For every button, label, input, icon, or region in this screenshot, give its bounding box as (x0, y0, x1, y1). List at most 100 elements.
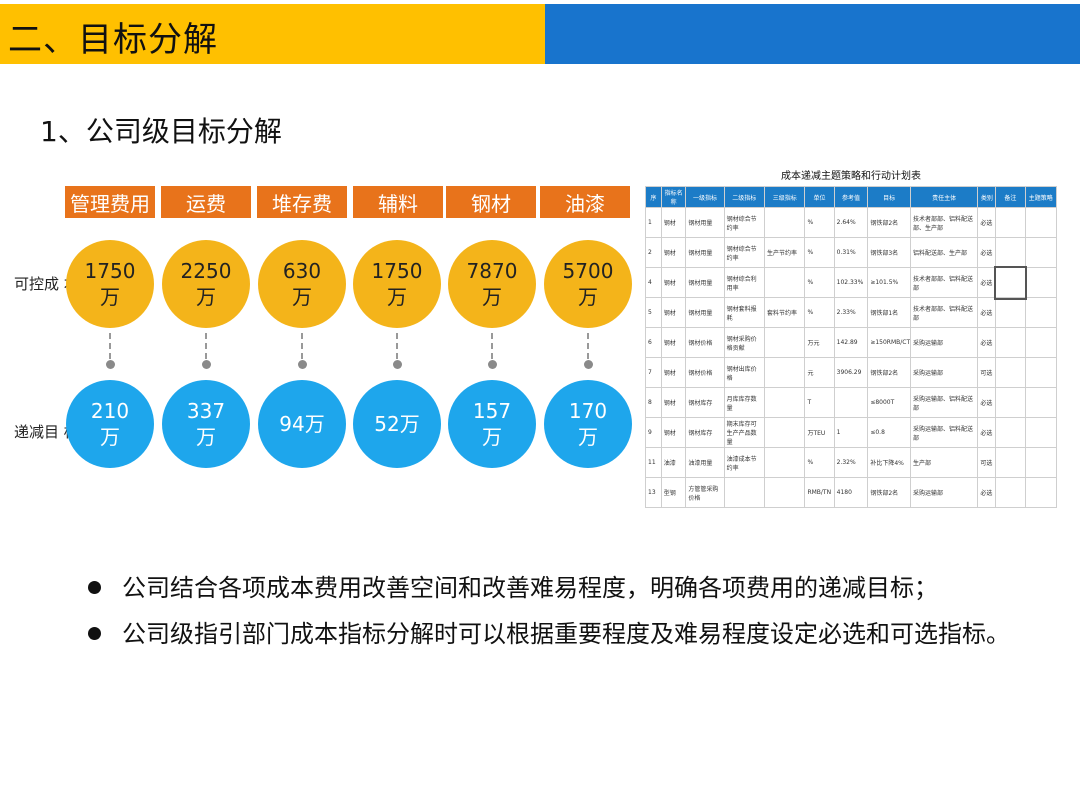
table-cell: 1 (645, 207, 662, 238)
table-cell (764, 387, 806, 418)
table-cell: 钢材用量 (685, 207, 725, 238)
table-cell: 钢材价格 (685, 327, 725, 358)
table-header-cell: 备注 (995, 186, 1026, 208)
table-cell: 钢材 (660, 327, 687, 358)
table-header-cell: 序 (645, 186, 662, 208)
table-cell: 142.89 (833, 327, 869, 358)
table-row: 8 钢材 钢材库存 月库库存数量 T ≤8000T 采购运输部、铝料配送部 必选 (645, 387, 1057, 418)
connector-dot (393, 360, 402, 369)
connector-dash (109, 333, 111, 359)
table-cell (1024, 327, 1057, 358)
table-cell: 钢材 (660, 207, 687, 238)
table-cell: 2.33% (833, 297, 869, 328)
connector-dot (106, 360, 115, 369)
table-header-cell: 责任主体 (909, 186, 979, 208)
table-header-cell: 参考值 (833, 186, 869, 208)
table-header-cell: 三级指标 (764, 186, 806, 208)
table-cell: 钢铁部2名 (867, 357, 911, 388)
table-cell: 钢材综合利用率 (723, 267, 766, 298)
bullet-item: 公司结合各项成本费用改善空间和改善难易程度，明确各项费用的递减目标； (88, 565, 1048, 611)
row-label-controllable: 可控成 本 (14, 275, 79, 293)
table-cell (1024, 417, 1057, 448)
table-cell (995, 387, 1026, 418)
table-cell: 3906.29 (833, 357, 869, 388)
table-body: 1 钢材 钢材用量 钢材综合节约率% 2.64% 钢铁部2名 技术者部部、铝料配送部、生产部… (645, 207, 1057, 508)
table-cell: 钢材出库价格 (723, 357, 766, 388)
table-cell (995, 237, 1026, 268)
connector-dash (301, 333, 303, 359)
table-cell (764, 357, 806, 388)
table-cell: 钢材价格 (685, 357, 725, 388)
table-cell: ≥150RMB/CTEU (867, 327, 911, 358)
connector-dot (202, 360, 211, 369)
connector-dot (298, 360, 307, 369)
table-cell: 月库库存数量 (723, 387, 766, 418)
controllable-cost-circle: 2250 万 (162, 240, 250, 328)
reduction-target-circle: 157 万 (448, 380, 536, 468)
header-blue-band (545, 4, 1080, 64)
table-cell: 生产部 (909, 447, 979, 478)
page-title: 二、目标分解 (8, 20, 218, 60)
table-cell: 补比下降4% (867, 447, 911, 478)
table-cell: % (804, 237, 835, 268)
controllable-cost-circle: 1750 万 (66, 240, 154, 328)
table-cell: 8 (645, 387, 662, 418)
table-cell: 可选 (977, 357, 997, 388)
table-cell: 元 (804, 357, 835, 388)
table-cell: 钢材套料报耗 (723, 297, 766, 328)
category-tag: 钢材 (446, 186, 536, 218)
table-cell: 4 (645, 267, 662, 298)
table-cell: 必选 (977, 267, 997, 298)
bullet-text: 公司结合各项成本费用改善空间和改善难易程度，明确各项费用的递减目标； (122, 574, 938, 602)
table-cell: 102.33% (833, 267, 869, 298)
table-cell: 必选 (977, 327, 997, 358)
table-cell: T (804, 387, 835, 418)
reduction-target-circle: 210 万 (66, 380, 154, 468)
bullet-dot (88, 581, 101, 594)
table-cell: 5 (645, 297, 662, 328)
table-cell: ≥101.5% (867, 267, 911, 298)
category-tag: 辅料 (353, 186, 443, 218)
table-cell: 钢铁部1名 (867, 297, 911, 328)
table-cell: 采购运输部、铝料配送部 (909, 387, 979, 418)
table-cell: ≤0.8 (867, 417, 911, 448)
table-cell (1024, 387, 1057, 418)
table-cell (1024, 237, 1057, 268)
connector-dash (587, 333, 589, 359)
table-row: 7 钢材 钢材价格 钢材出库价格 元 3906.29 钢铁部2名 采购运输部 可选 (645, 357, 1057, 388)
table-cell: % (804, 447, 835, 478)
table-cell: 0.31% (833, 237, 869, 268)
table-header-cell: 主题策略 (1024, 186, 1057, 208)
table-cell (1024, 207, 1057, 238)
table-cell (995, 207, 1026, 238)
table-cell: 万TEU (804, 417, 835, 448)
table-cell: 2 (645, 237, 662, 268)
reduction-target-circle: 170 万 (544, 380, 632, 468)
table-cell: 钢材 (660, 267, 687, 298)
table-cell: 钢材 (660, 237, 687, 268)
table-cell: 钢材用量 (685, 267, 725, 298)
header-yellow-band (0, 4, 545, 64)
table-header-cell: 二级指标 (723, 186, 766, 208)
table-cell: 钢材 (660, 297, 687, 328)
category-tag: 管理费用 (65, 186, 155, 218)
table-cell (995, 357, 1026, 388)
bullet-list: 公司结合各项成本费用改善空间和改善难易程度，明确各项费用的递减目标； 公司级指引… (88, 565, 1048, 657)
table-cell: 4180 (833, 477, 869, 508)
row-label-reduction: 递减目 标 (14, 423, 79, 441)
table-cell (995, 417, 1026, 448)
table-cell (995, 327, 1026, 358)
table-cell: 钢铁部3名 (867, 237, 911, 268)
table-cell: 钢材采购价格贡献 (723, 327, 766, 358)
table-cell: 钢材综合节约率 (723, 207, 766, 238)
table-cell: 期末库存可生产产品数量 (723, 417, 766, 448)
table-cell: 钢铁部2名 (867, 207, 911, 238)
table-cell: 生产节约率 (764, 237, 806, 268)
table-row: 5 钢材 钢材用量 钢材套料报耗 套料节约率% 2.33% 钢铁部1名 技术者部部、铝料配送部… (645, 297, 1057, 328)
table-cell: 采购运输部 (909, 327, 979, 358)
table-header-cell: 目标 (867, 186, 911, 208)
table-row: 9 钢材 钢材库存 期末库存可生产产品数量 万TEU 1 ≤0.8 采购运输部、铝料配送部 必选 (645, 417, 1057, 448)
table-cell: 油漆成本节约率 (723, 447, 766, 478)
table-cell: 万元 (804, 327, 835, 358)
table-title: 成本递减主题策略和行动计划表 (781, 171, 921, 182)
